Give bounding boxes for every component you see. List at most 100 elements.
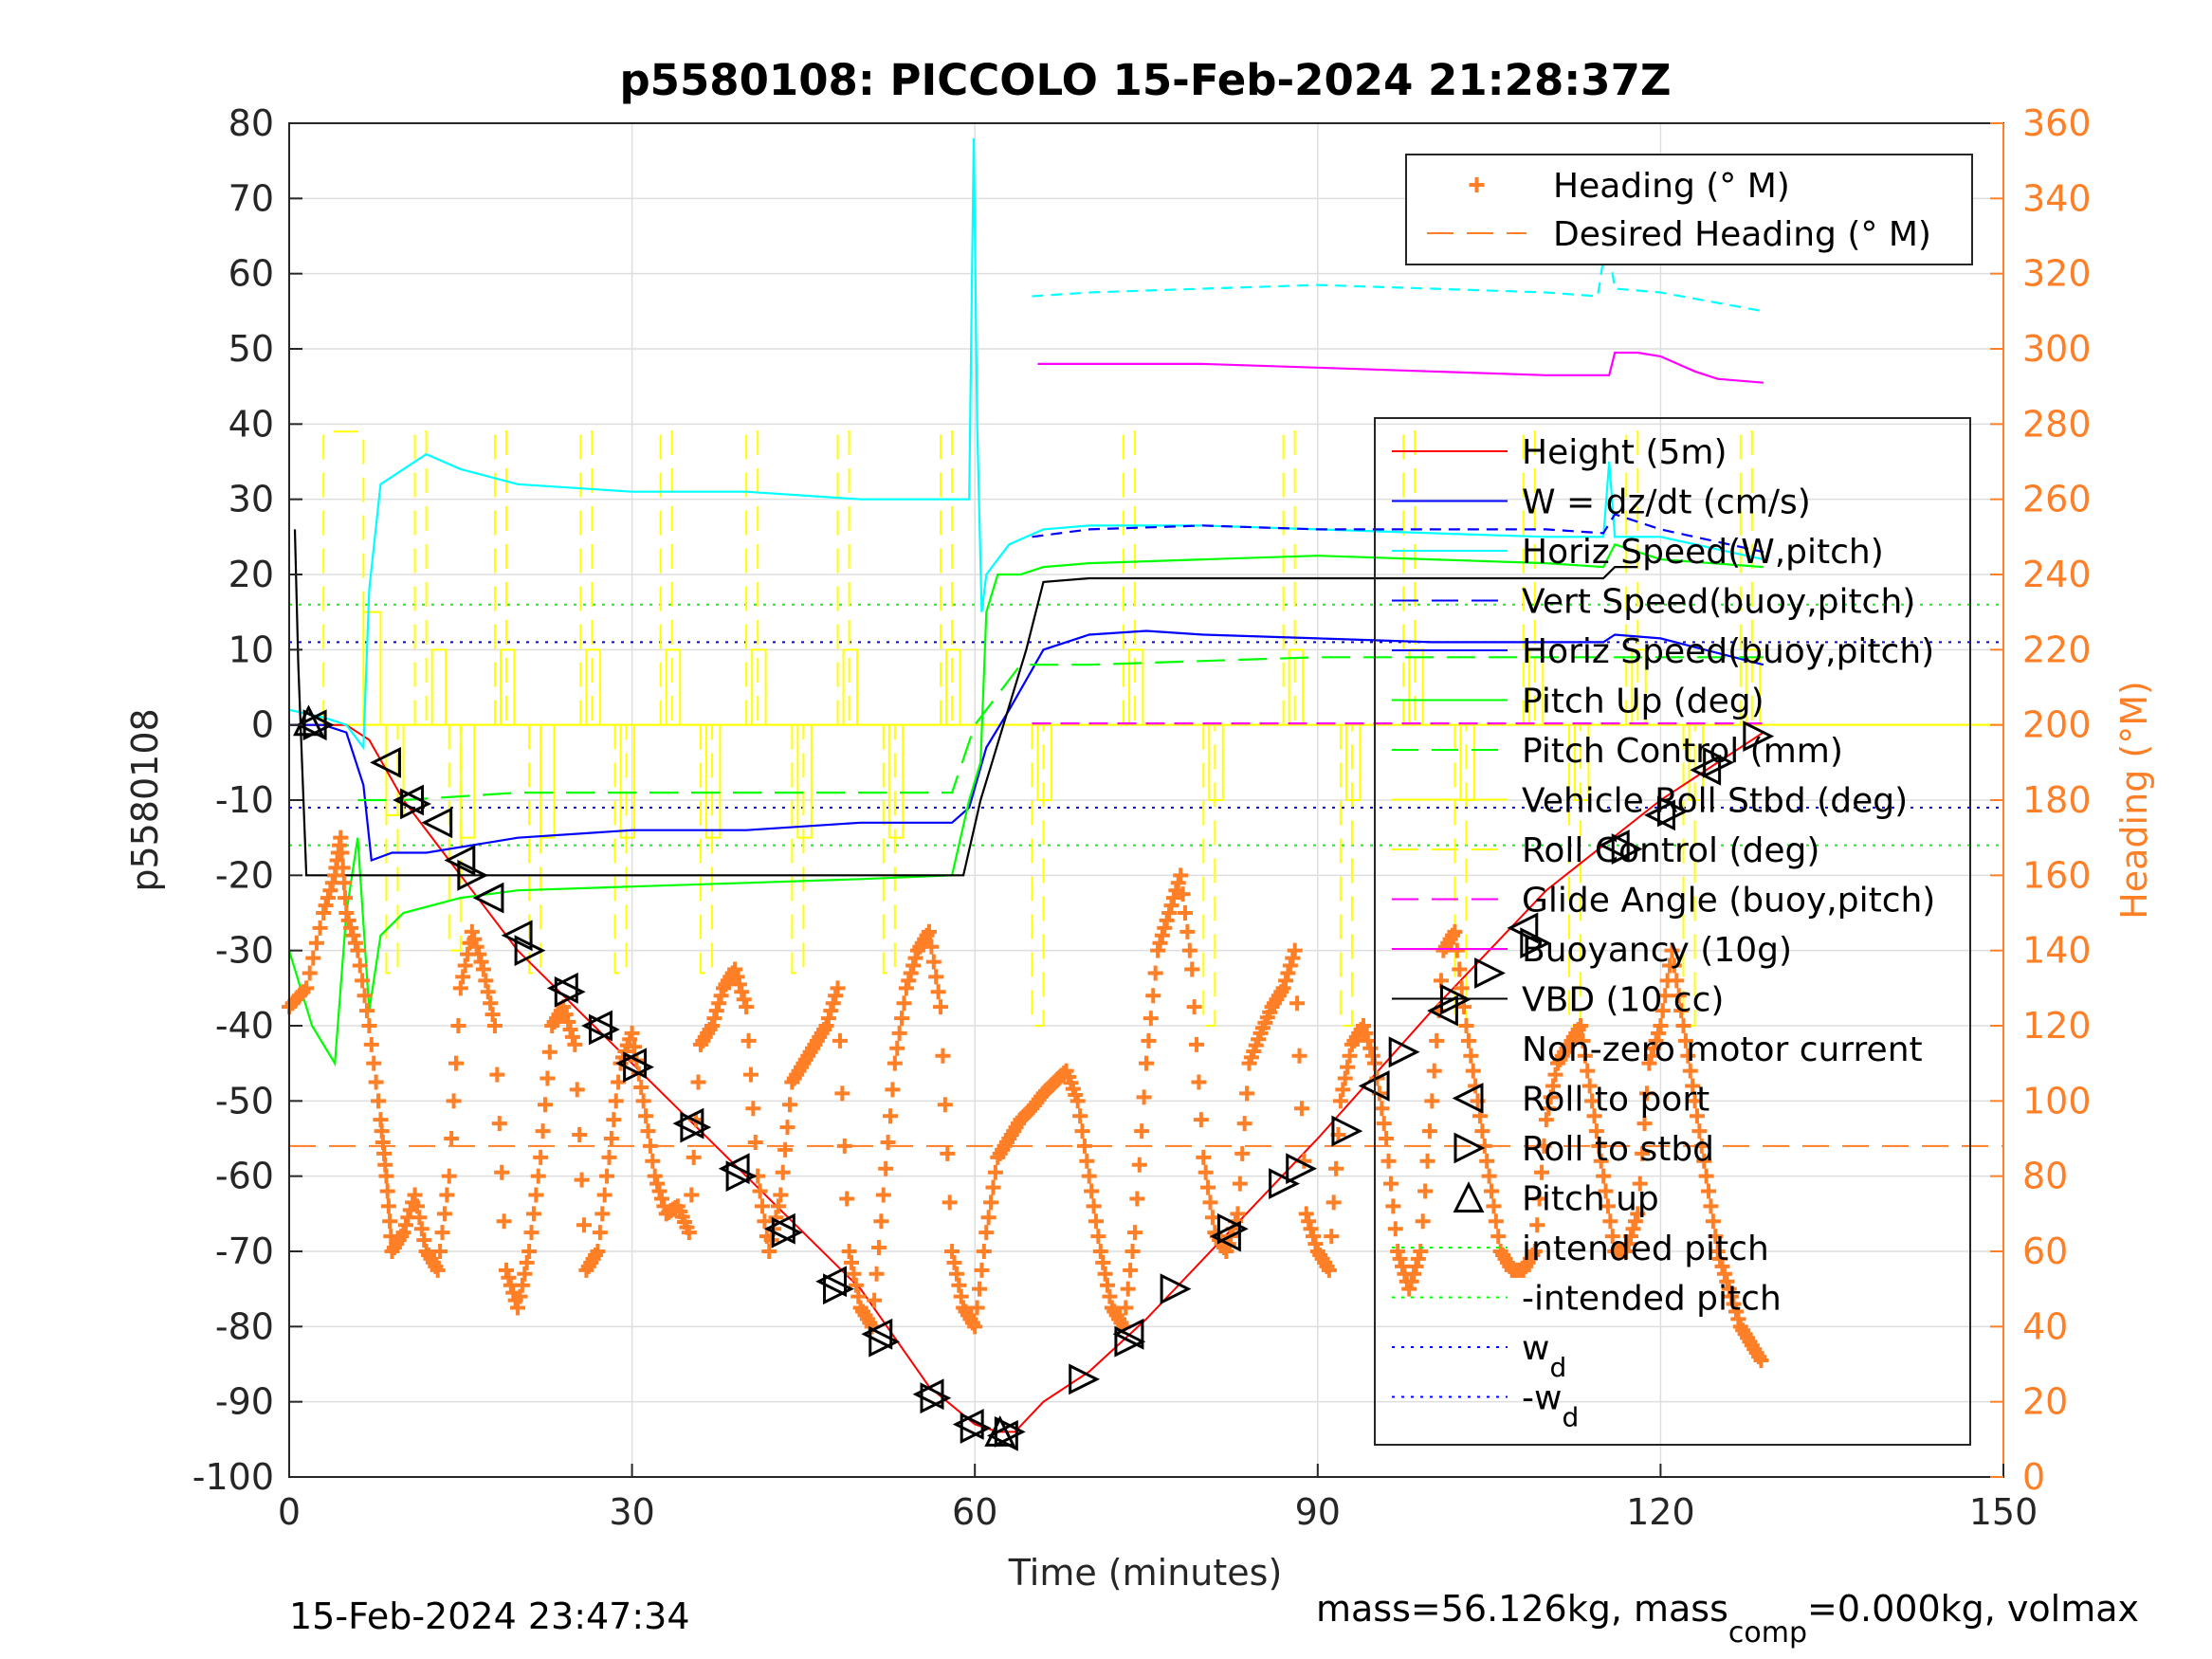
roll-to-stbd-marker (1611, 833, 1643, 865)
roll-to-stbd-marker (623, 1051, 654, 1084)
heading-point (925, 954, 941, 970)
heading-point (569, 1082, 585, 1098)
heading-point (1236, 1116, 1252, 1132)
legend-label: Vehicle Roll Stbd (deg) (1522, 782, 1908, 821)
heading-point (439, 1187, 455, 1203)
heading-point (752, 1183, 768, 1199)
heading-point (944, 1244, 960, 1259)
heading-point (1218, 1244, 1234, 1259)
y-tick-label: 70 (229, 177, 274, 219)
roll-to-stbd-marker (725, 1160, 758, 1193)
legend-label-main: Pitch up (1522, 1180, 1659, 1219)
series-line (293, 529, 1638, 877)
heading-point (1289, 995, 1306, 1012)
heading-point (510, 1300, 526, 1316)
legend-label-main: intended pitch (1522, 1230, 1769, 1268)
heading-point (820, 1011, 836, 1027)
pitch-up-marker (293, 704, 324, 737)
y-axis-label: p5580108 (124, 708, 166, 891)
y2-axis-label: Heading (°M) (2113, 681, 2155, 920)
legend-label: Glide Angle (buoy,pitch) (1522, 882, 1935, 921)
heading-point (1360, 1032, 1376, 1048)
heading-point (1484, 1183, 1500, 1199)
heading-point (868, 1266, 885, 1282)
heading-point (1543, 1089, 1559, 1105)
heading-point (606, 1112, 622, 1128)
legend-sample (1452, 1083, 1484, 1114)
y-tick-label: -30 (215, 930, 274, 972)
roll-to-stbd-marker (868, 1325, 901, 1358)
heading-point (763, 1232, 779, 1249)
heading-point (1408, 1258, 1424, 1274)
heading-point (1415, 1213, 1431, 1230)
series-line (289, 723, 1764, 1433)
heading-point (1719, 1273, 1735, 1289)
heading-point (1321, 1262, 1337, 1278)
heading-point (889, 1040, 905, 1056)
legend-label: Pitch Control (mm) (1522, 732, 1843, 771)
heading-point (1069, 1093, 1086, 1109)
heading-point (1282, 957, 1298, 974)
heading-point (933, 999, 949, 1015)
heading-point (1675, 1018, 1691, 1033)
heading-point (521, 1244, 538, 1259)
heading-point (923, 939, 940, 955)
heading-point (684, 1187, 700, 1203)
heading-point (1596, 1168, 1612, 1184)
heading-point (887, 1055, 903, 1071)
heading-point (320, 890, 336, 906)
y-tick-label: -10 (215, 779, 274, 821)
roll-to-port-marker (421, 807, 453, 839)
pitch-up-marker (984, 1415, 1016, 1447)
heading-point (1728, 1304, 1744, 1320)
heading-point (948, 1266, 964, 1282)
legend-label: intended pitch (1522, 1230, 1769, 1268)
heading-point (576, 1217, 592, 1233)
legend-label-main: Heading (° M) (1553, 167, 1790, 206)
heading-point (921, 923, 937, 939)
heading-point (1152, 935, 1168, 951)
heading-point (739, 999, 755, 1015)
heading-point (1721, 1281, 1737, 1297)
y-tick-label: 10 (229, 629, 274, 670)
heading-point (455, 969, 471, 985)
y2-tick-label: 20 (2022, 1381, 2068, 1423)
legend-main: Height (5m) W = dz/dt (cm/s) Horiz Speed(W… (1374, 417, 1971, 1446)
heading-point (1380, 1153, 1397, 1169)
heading-point (1577, 1048, 1593, 1064)
heading-point (530, 1168, 546, 1184)
heading-point (1650, 1025, 1666, 1041)
y2-tick-label: 220 (2022, 629, 2092, 670)
heading-point (875, 1187, 891, 1203)
heading-point (946, 1254, 962, 1270)
heading-point (1202, 1194, 1218, 1211)
heading-point (1591, 1138, 1607, 1154)
heading-point (483, 995, 499, 1012)
series-line (1037, 351, 1764, 384)
heading-point (1332, 1093, 1348, 1109)
heading-point (1531, 1191, 1547, 1207)
roll-to-stbd-marker (771, 1216, 803, 1249)
legend-label: Roll to stbd (1522, 1130, 1714, 1169)
x-axis-label: Time (minutes) (1008, 1552, 1283, 1594)
heading-point (841, 1244, 857, 1259)
roll-to-stbd-marker (554, 975, 586, 1008)
heading-point (334, 845, 350, 861)
heading-point (983, 1194, 999, 1211)
legend-label: -intended pitch (1522, 1280, 1782, 1319)
heading-point (740, 1032, 757, 1048)
legend-label-main: Horiz Speed(W,pitch) (1522, 533, 1884, 572)
heading-point (1163, 898, 1179, 914)
heading-point (441, 1168, 457, 1184)
legend-main-box (1374, 417, 1971, 1446)
heading-point (322, 883, 338, 899)
series-line (1032, 235, 1764, 313)
heading-point (1305, 1229, 1321, 1245)
heading-point (1102, 1288, 1118, 1304)
heading-point (633, 1080, 649, 1096)
y-tick-label: 20 (229, 554, 274, 595)
y-tick-label: -80 (215, 1305, 274, 1347)
heading-point (1120, 1281, 1136, 1297)
heading-point (514, 1277, 530, 1293)
heading-point (757, 1213, 773, 1230)
